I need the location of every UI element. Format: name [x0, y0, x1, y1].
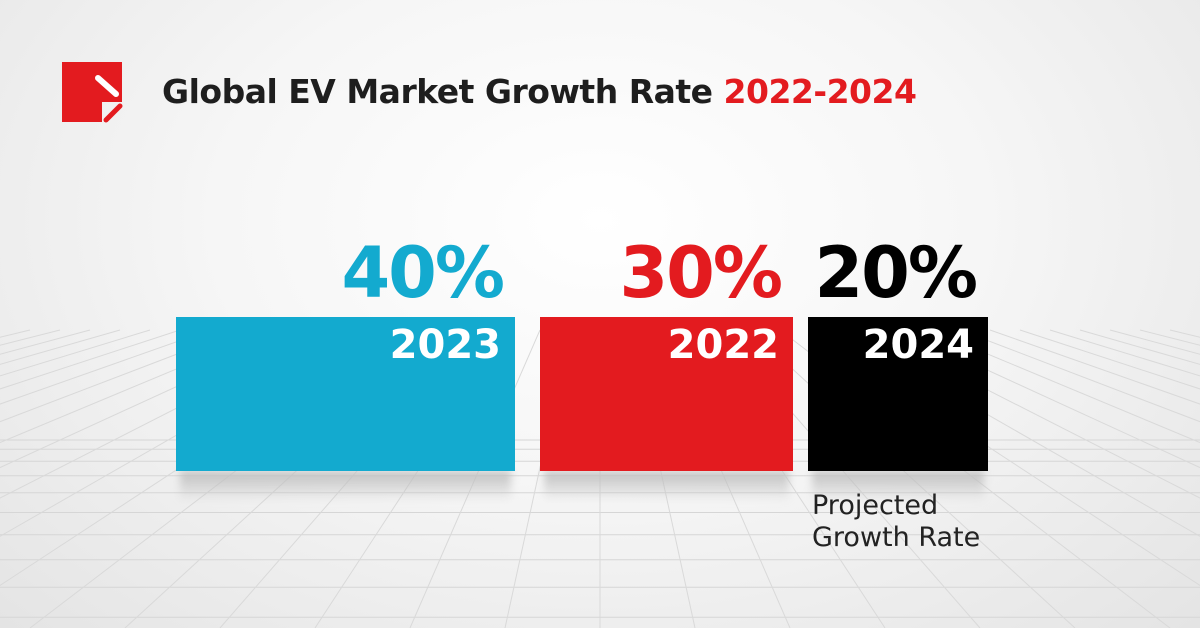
bar-2023: 2023: [176, 317, 515, 471]
bar-year-label: 2022: [667, 322, 779, 368]
bar-year-label: 2023: [389, 322, 501, 368]
bar-value-label: 30%: [619, 232, 783, 314]
bar-2024: 2024: [808, 317, 988, 471]
title-main: Global EV Market Growth Rate: [162, 72, 713, 111]
title-accent: 2022-2024: [723, 72, 917, 111]
note-line-1: Projected: [812, 490, 939, 521]
note-line-2: Growth Rate: [812, 522, 981, 554]
bar-shadow: [180, 471, 511, 501]
bar-shadow: [812, 471, 984, 501]
bar-year-label: 2024: [862, 322, 974, 368]
bar-shadow: [544, 471, 789, 501]
bar-value-label: 40%: [341, 232, 505, 314]
bar-value-label: 20%: [814, 232, 978, 314]
brand-logo: [62, 62, 123, 123]
projected-note: Projected Growth Rate: [812, 490, 980, 555]
page-title: Global EV Market Growth Rate 2022-2024: [162, 72, 917, 111]
bar-2022: 2022: [540, 317, 793, 471]
